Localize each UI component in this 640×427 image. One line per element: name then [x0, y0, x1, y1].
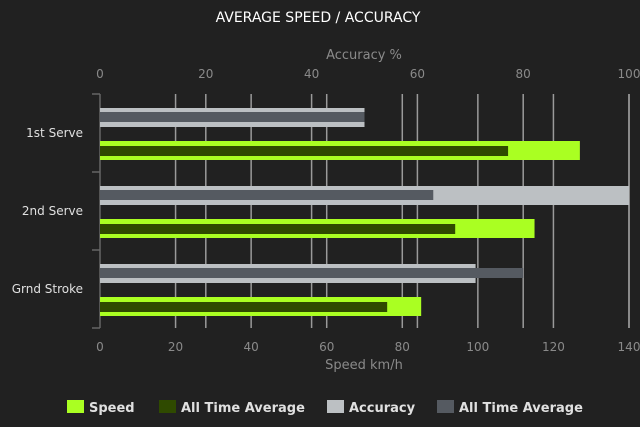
- category-label: Grnd Stroke: [12, 282, 83, 296]
- top-tick-label: 20: [198, 67, 213, 81]
- top-tick-label: 80: [516, 67, 531, 81]
- bottom-tick-label: 80: [395, 340, 410, 354]
- bottom-tick-label: 0: [96, 340, 104, 354]
- top-tick-label: 40: [304, 67, 319, 81]
- bottom-tick-label: 20: [168, 340, 183, 354]
- top-tick-label: 100: [618, 67, 640, 81]
- top-tick-label: 0: [96, 67, 104, 81]
- bottom-tick-label: 100: [466, 340, 489, 354]
- bar-speed-average: [100, 224, 456, 234]
- bar-accuracy-average: [100, 268, 524, 278]
- bottom-axis-label: Speed km/h: [325, 358, 403, 373]
- legend-swatch: [67, 400, 84, 413]
- legend-swatch: [159, 400, 176, 413]
- bottom-tick-label: 140: [618, 340, 640, 354]
- legend-label: All Time Average: [459, 401, 583, 416]
- top-tick-label: 60: [410, 67, 425, 81]
- legend-label: Accuracy: [349, 401, 416, 416]
- chart-title: AVERAGE SPEED / ACCURACY: [216, 10, 421, 26]
- legend-swatch: [327, 400, 344, 413]
- bar-speed-average: [100, 146, 509, 156]
- bottom-tick-label: 120: [542, 340, 565, 354]
- bar-accuracy-average: [100, 112, 365, 122]
- bottom-tick-label: 40: [244, 340, 259, 354]
- legend-label: Speed: [89, 401, 135, 416]
- category-label: 1st Serve: [26, 126, 83, 140]
- category-label: 2nd Serve: [22, 204, 83, 218]
- legend-swatch: [437, 400, 454, 413]
- top-axis-label: Accuracy %: [326, 48, 402, 63]
- bar-speed-average: [100, 302, 388, 312]
- bar-accuracy-average: [100, 190, 434, 200]
- bottom-tick-label: 60: [319, 340, 334, 354]
- legend-label: All Time Average: [181, 401, 305, 416]
